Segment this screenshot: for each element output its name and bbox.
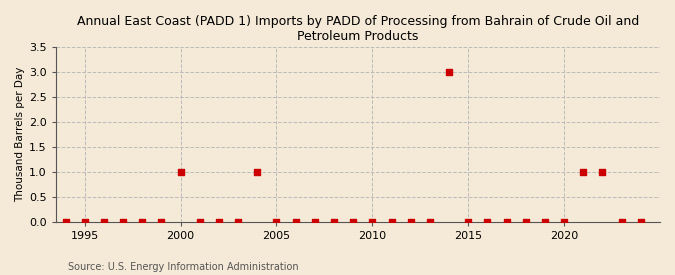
- Point: [616, 219, 627, 224]
- Point: [578, 170, 589, 174]
- Point: [60, 219, 71, 224]
- Point: [463, 219, 474, 224]
- Point: [425, 219, 435, 224]
- Title: Annual East Coast (PADD 1) Imports by PADD of Processing from Bahrain of Crude O: Annual East Coast (PADD 1) Imports by PA…: [77, 15, 639, 43]
- Point: [520, 219, 531, 224]
- Point: [539, 219, 550, 224]
- Point: [117, 219, 128, 224]
- Point: [290, 219, 301, 224]
- Point: [502, 219, 512, 224]
- Y-axis label: Thousand Barrels per Day: Thousand Barrels per Day: [15, 67, 25, 202]
- Point: [386, 219, 397, 224]
- Point: [41, 219, 52, 224]
- Point: [348, 219, 358, 224]
- Point: [252, 170, 263, 174]
- Text: Source: U.S. Energy Information Administration: Source: U.S. Energy Information Administ…: [68, 262, 298, 272]
- Point: [271, 219, 282, 224]
- Point: [329, 219, 340, 224]
- Point: [156, 219, 167, 224]
- Point: [99, 219, 109, 224]
- Point: [213, 219, 224, 224]
- Point: [367, 219, 378, 224]
- Point: [405, 219, 416, 224]
- Point: [79, 219, 90, 224]
- Point: [635, 219, 646, 224]
- Point: [194, 219, 205, 224]
- Point: [559, 219, 570, 224]
- Point: [597, 170, 608, 174]
- Point: [233, 219, 244, 224]
- Point: [482, 219, 493, 224]
- Point: [443, 70, 454, 74]
- Point: [176, 170, 186, 174]
- Point: [137, 219, 148, 224]
- Point: [309, 219, 320, 224]
